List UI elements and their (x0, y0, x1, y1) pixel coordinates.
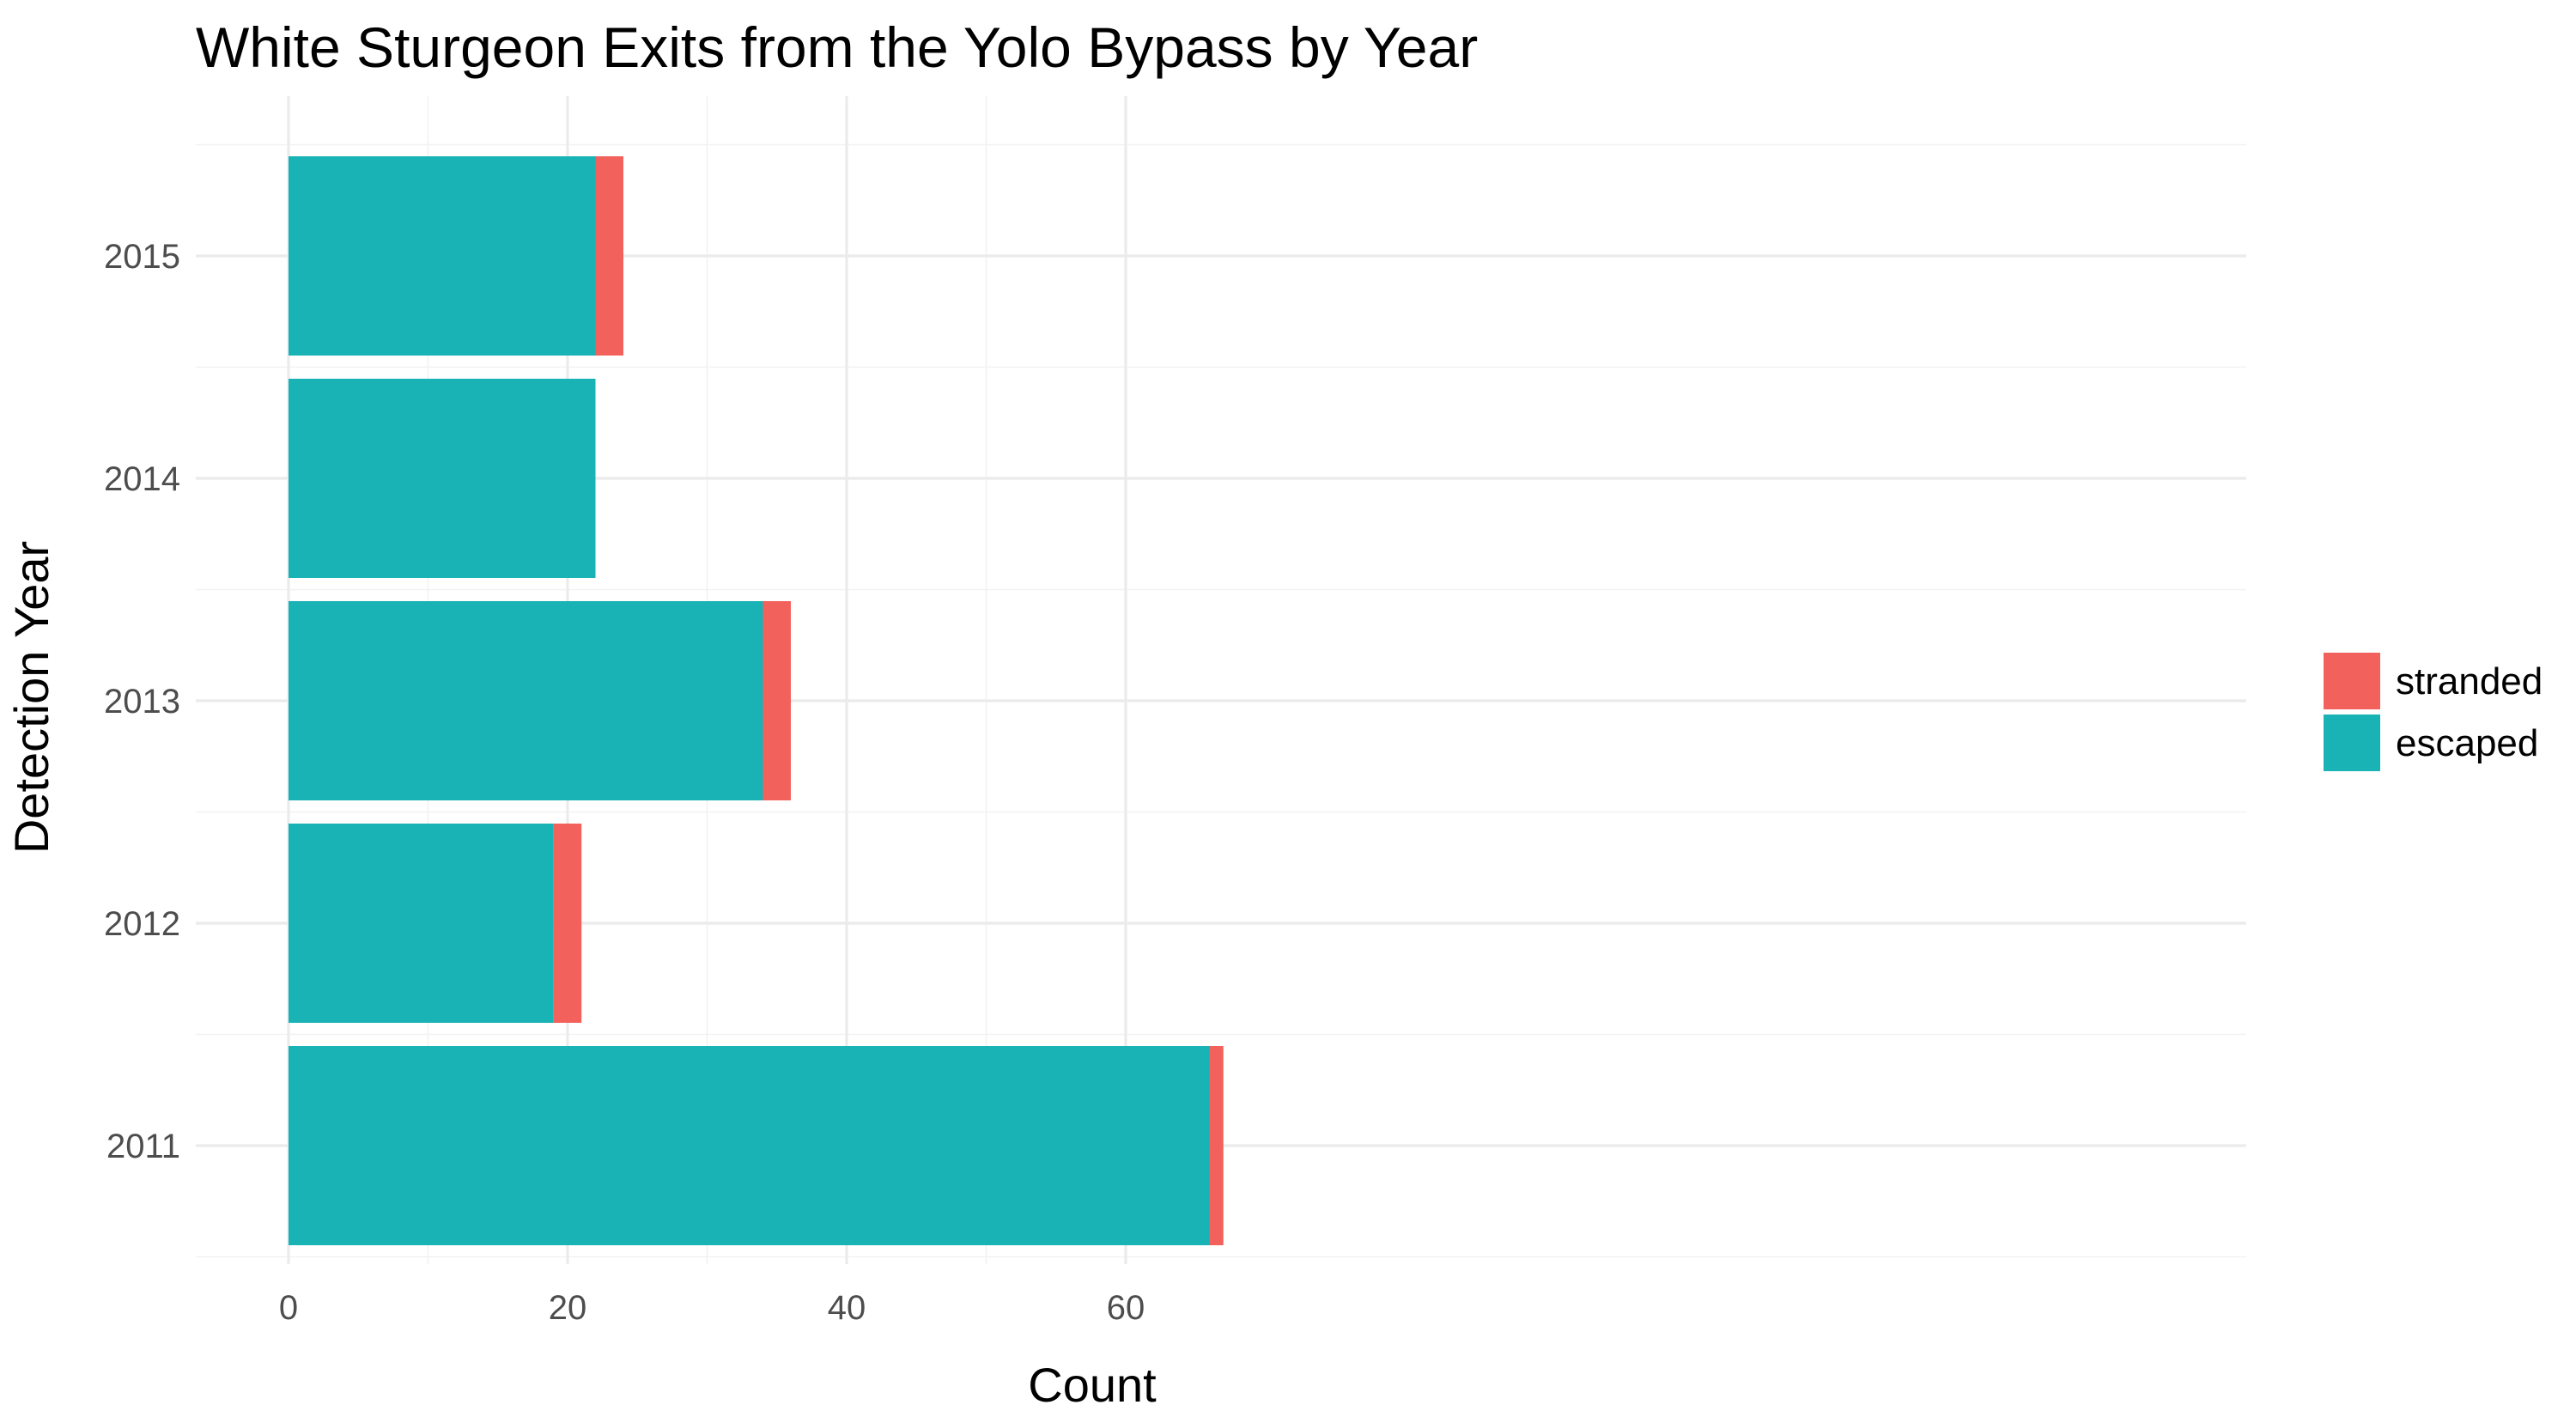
y-axis-ticks: 2011 2012 2013 2014 2015 (104, 238, 180, 1165)
legend-label-stranded: stranded (2396, 660, 2543, 702)
legend-label-escaped: escaped (2396, 722, 2538, 764)
legend-swatch-escaped (2324, 715, 2380, 771)
x-axis-title: Count (1028, 1358, 1157, 1412)
y-axis-title: Detection Year (4, 541, 58, 854)
y-tick-label: 2011 (106, 1128, 180, 1165)
x-tick-label: 40 (828, 1289, 866, 1327)
x-axis-ticks: 0 20 40 60 (279, 1289, 1145, 1327)
y-tick-label: 2014 (104, 460, 180, 498)
x-tick-label: 60 (1107, 1289, 1145, 1327)
legend-swatch-stranded (2324, 653, 2380, 709)
bar-stranded-2011 (1209, 1046, 1224, 1245)
bar-escaped-2012 (289, 824, 554, 1023)
y-tick-label: 2013 (104, 683, 180, 721)
legend: stranded escaped (2324, 653, 2543, 771)
bar-escaped-2011 (289, 1046, 1210, 1245)
bar-stranded-2013 (762, 601, 791, 800)
bar-stranded-2015 (595, 156, 623, 356)
bars (289, 156, 1224, 1245)
y-tick-label: 2015 (104, 238, 180, 276)
x-tick-label: 0 (279, 1289, 298, 1327)
chart-title: White Sturgeon Exits from the Yolo Bypas… (196, 15, 1478, 79)
bar-escaped-2013 (289, 601, 763, 800)
bar-escaped-2014 (289, 379, 596, 578)
x-tick-label: 20 (549, 1289, 587, 1327)
bar-escaped-2015 (289, 156, 596, 356)
y-tick-label: 2012 (104, 905, 180, 943)
bar-stranded-2012 (553, 824, 582, 1023)
